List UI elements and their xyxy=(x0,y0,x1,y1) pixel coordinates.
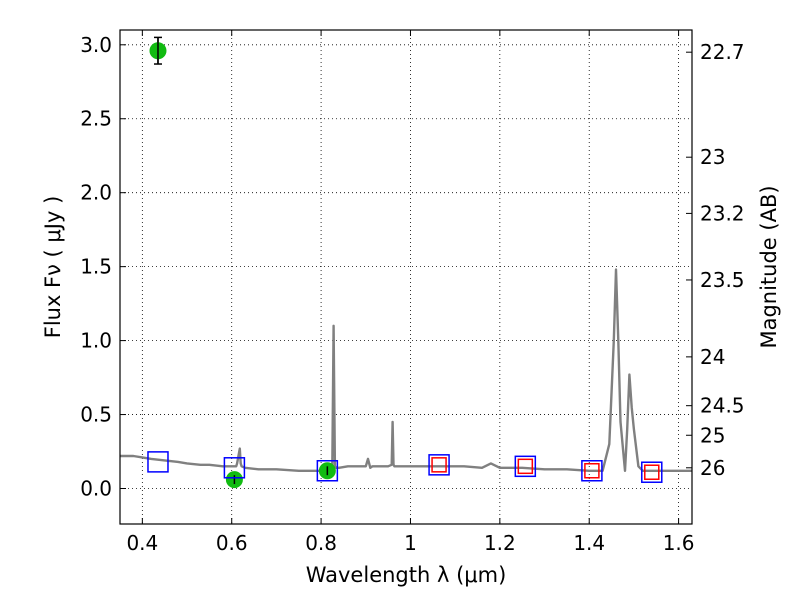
y-right-tick-label: 23 xyxy=(700,145,725,169)
x-tick-label: 0.6 xyxy=(216,531,248,555)
spectrum-group xyxy=(120,268,692,472)
model-square-blue xyxy=(581,460,603,482)
model-square-blue xyxy=(223,457,246,479)
y-tick-label: 1.0 xyxy=(80,329,112,353)
model-square-blue xyxy=(428,454,450,476)
model-square-blue xyxy=(147,451,169,473)
markers-group xyxy=(147,36,663,489)
observed-square-red xyxy=(517,458,534,475)
y-right-tick-label: 22.7 xyxy=(700,40,745,64)
y-tick-label: 1.5 xyxy=(80,255,112,279)
plot-frame xyxy=(119,29,693,525)
y-right-tick-label: 24 xyxy=(700,345,725,369)
x-tick-label: 1.4 xyxy=(573,531,605,555)
x-tick-label: 1.2 xyxy=(484,531,516,555)
ticks-group: 0.4 0.6 0.8 1 1.2 1.4 1.6 0.0 0.5 1.0 1.5 2.0 2.5 3.0… xyxy=(80,30,745,555)
model-square-blue xyxy=(514,455,537,478)
y-axis-right-label: Magnitude (AB) xyxy=(757,185,781,348)
model-spectrum-line xyxy=(120,268,692,472)
observed-square-red xyxy=(644,464,660,480)
model-square-blue xyxy=(641,461,663,483)
y-tick-label: 3.0 xyxy=(80,33,112,57)
y-right-tick-label: 23.5 xyxy=(700,268,745,292)
y-right-tick-label: 26 xyxy=(700,456,725,480)
observed-square-red xyxy=(431,457,447,473)
y-right-tick-label: 25 xyxy=(700,423,725,447)
y-tick-label: 2.0 xyxy=(80,181,112,205)
y-tick-label: 2.5 xyxy=(80,107,112,131)
grid-group xyxy=(120,30,692,524)
y-tick-label: 0.0 xyxy=(80,477,112,501)
x-tick-label: 0.4 xyxy=(126,531,158,555)
x-axis-label: Wavelength λ (μm) xyxy=(306,563,507,587)
y-axis-label: Flux Fν ( μJy ) xyxy=(41,196,65,339)
x-tick-label: 1 xyxy=(404,531,417,555)
y-tick-label: 0.5 xyxy=(80,403,112,427)
x-tick-label: 0.8 xyxy=(305,531,337,555)
observed-square-red xyxy=(584,463,600,479)
y-right-tick-label: 23.2 xyxy=(700,201,745,225)
model-square-blue xyxy=(316,460,339,482)
y-right-tick-label: 24.5 xyxy=(700,394,745,418)
x-tick-label: 1.6 xyxy=(663,531,695,555)
